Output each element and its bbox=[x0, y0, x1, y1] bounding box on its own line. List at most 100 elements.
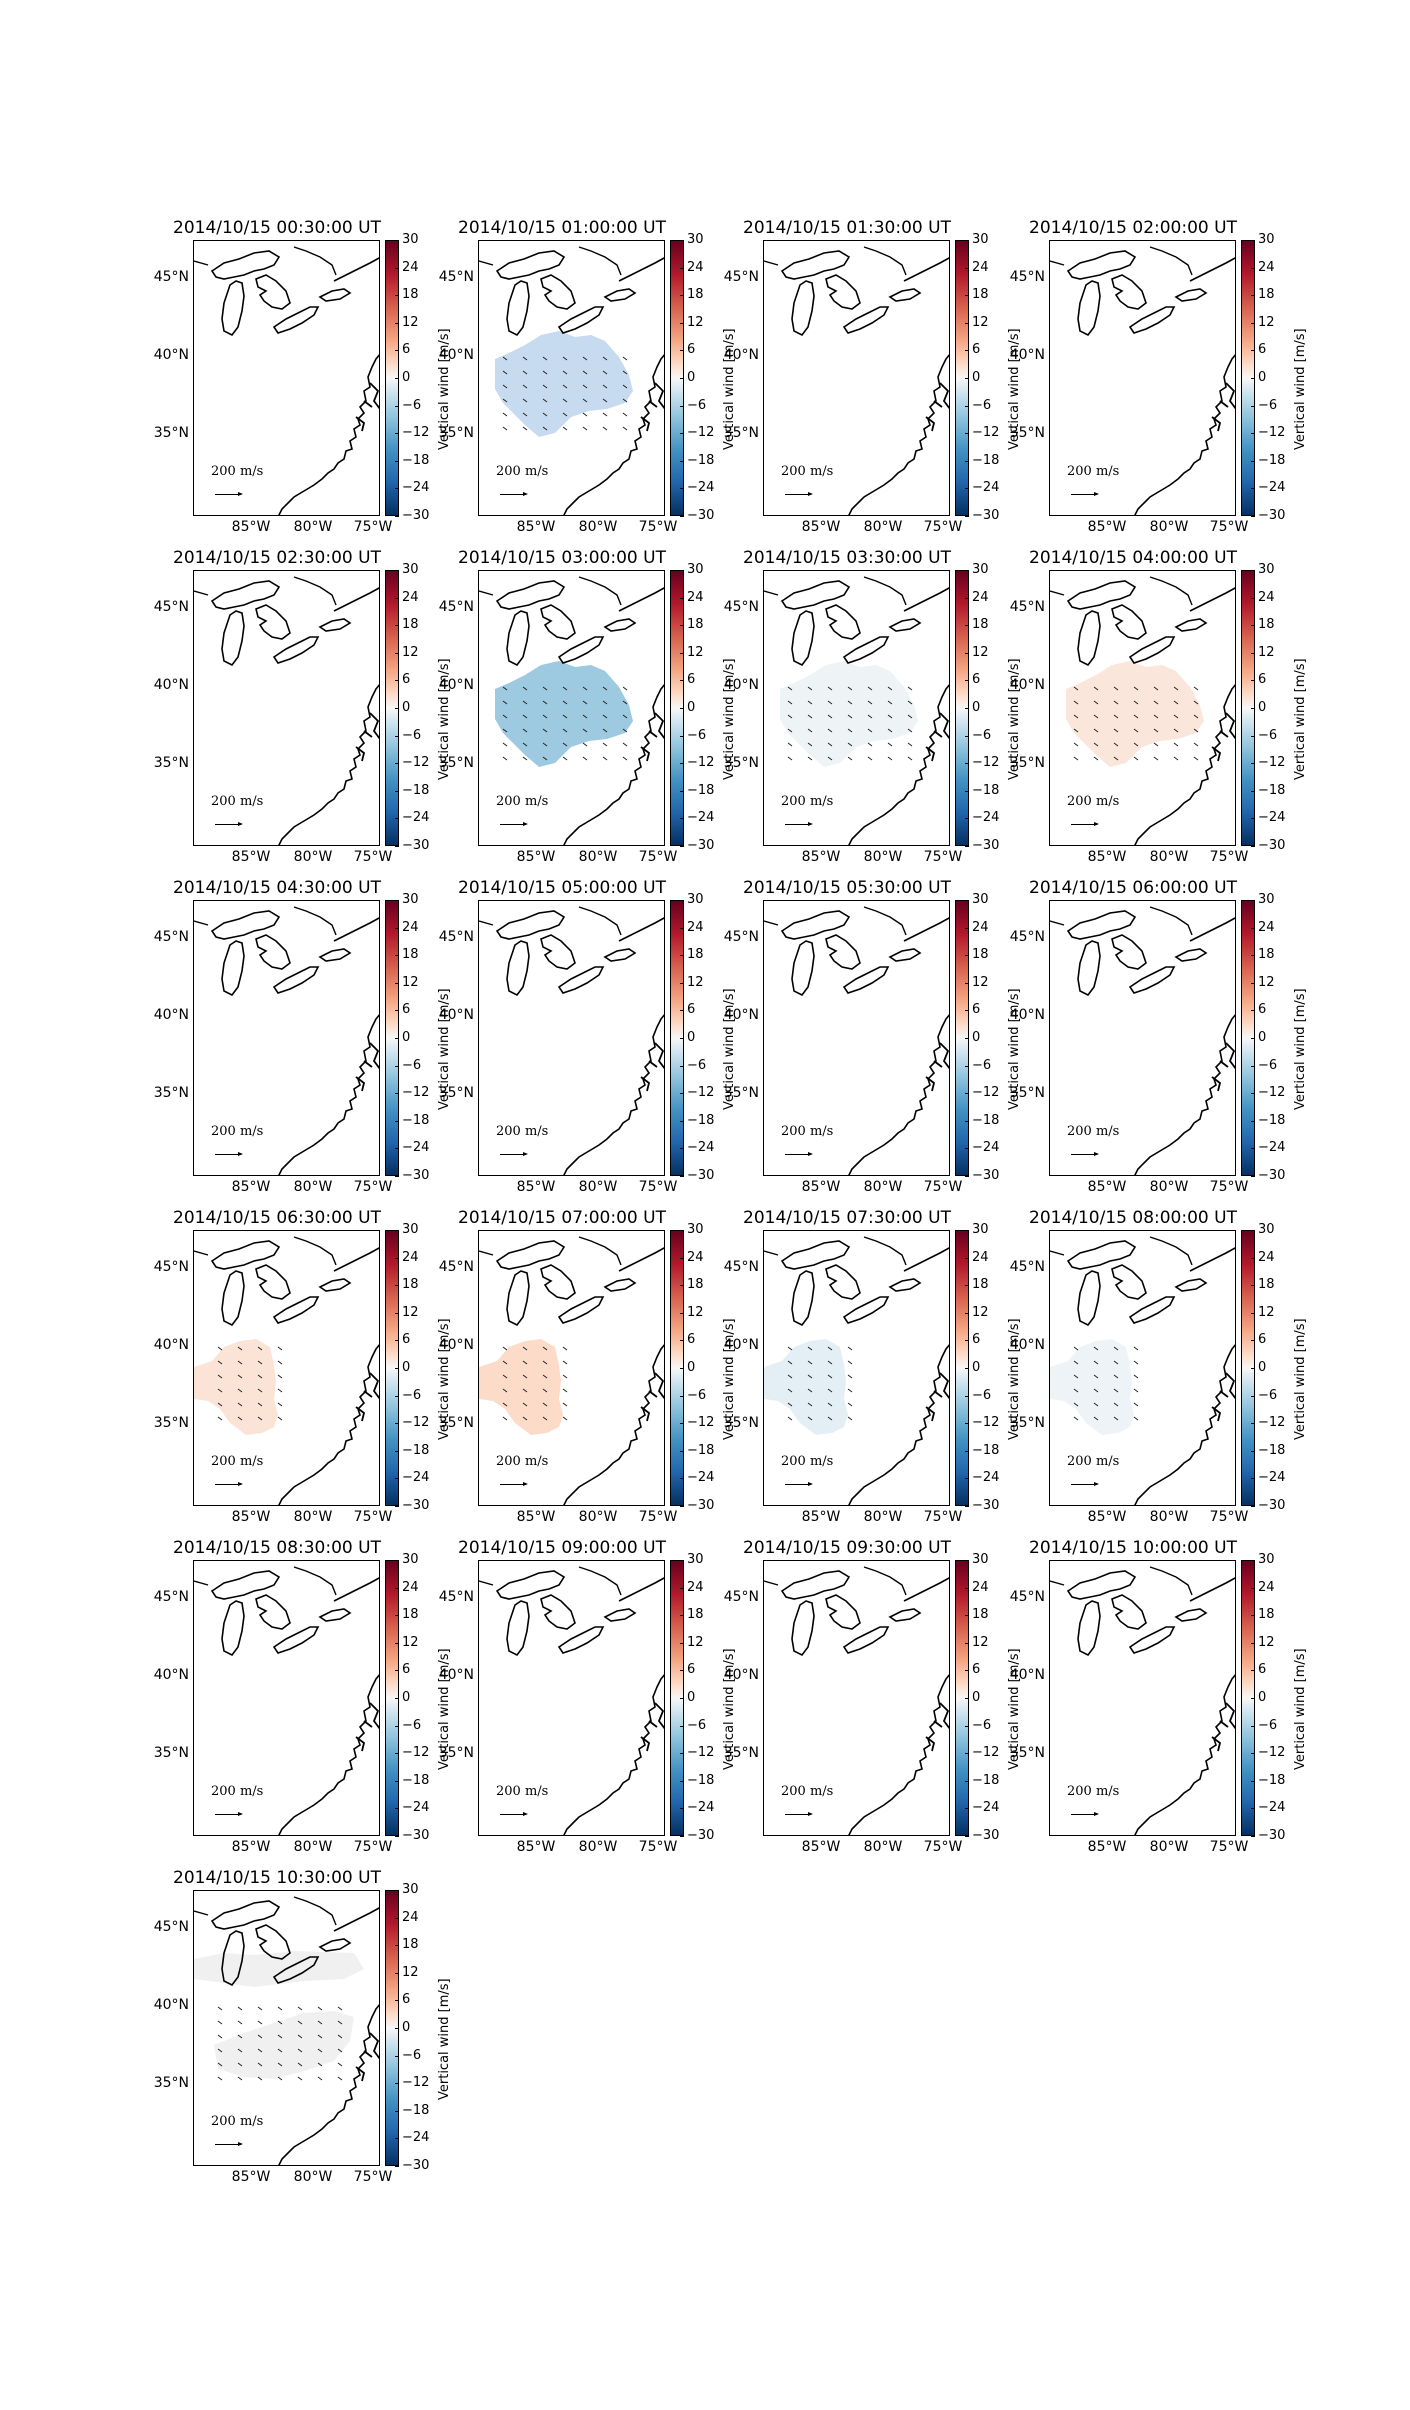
lake-outline bbox=[1128, 1296, 1176, 1324]
wind-vector bbox=[317, 2020, 323, 2025]
border-line bbox=[194, 1896, 337, 1926]
lake-outline bbox=[333, 587, 379, 612]
lake-outline bbox=[210, 1570, 281, 1600]
longitude-label: 85°W bbox=[801, 1179, 841, 1195]
colorbar-tickmark bbox=[680, 405, 684, 407]
wind-vector bbox=[502, 1388, 508, 1393]
longitude-label: 85°W bbox=[516, 1839, 556, 1855]
wind-vector bbox=[317, 2048, 323, 2053]
longitude-label: 75°W bbox=[638, 849, 678, 865]
wind-vector bbox=[317, 2062, 323, 2067]
wind-vector bbox=[1133, 742, 1139, 747]
colorbar-tick-label: 24 bbox=[1258, 919, 1275, 935]
lake-outline bbox=[333, 1577, 379, 1602]
lake-outline bbox=[333, 1907, 379, 1932]
colorbar-tick-label: −12 bbox=[1258, 1085, 1286, 1101]
colorbar-tick-label: −18 bbox=[1258, 1772, 1286, 1788]
border-line bbox=[764, 576, 907, 606]
colorbar-tickmark bbox=[965, 433, 969, 435]
colorbar-tick-label: −24 bbox=[402, 1140, 430, 1156]
wind-vector bbox=[907, 728, 913, 733]
colorbar-tickmark bbox=[680, 267, 684, 269]
colorbar-tick-label: −18 bbox=[972, 782, 1000, 798]
lake-outline bbox=[1111, 274, 1147, 310]
colorbar-tickmark bbox=[1251, 1010, 1255, 1012]
longitude-label: 75°W bbox=[923, 519, 963, 535]
wind-vector bbox=[1153, 700, 1159, 705]
latitude-label: 35°N bbox=[438, 425, 474, 441]
latitude-label: 45°N bbox=[438, 1259, 474, 1275]
colorbar-tick-label: −6 bbox=[972, 1387, 992, 1403]
wind-vector bbox=[1113, 1346, 1119, 1351]
wind-vector bbox=[1133, 686, 1139, 691]
longitude-label: 80°W bbox=[293, 519, 333, 535]
colorbar-tickmark bbox=[965, 680, 969, 682]
wind-vector bbox=[522, 742, 528, 747]
colorbar-tickmark bbox=[395, 1972, 399, 1974]
wind-vector bbox=[562, 742, 568, 747]
colorbar-tickmark bbox=[395, 597, 399, 599]
wind-vector bbox=[542, 426, 548, 431]
coastline bbox=[848, 1674, 949, 1835]
colorbar-tick-label: 6 bbox=[687, 342, 696, 358]
colorbar-tick-label: −18 bbox=[402, 1112, 430, 1128]
wind-vector bbox=[522, 700, 528, 705]
colorbar-tickmark bbox=[680, 927, 684, 929]
wind-vector bbox=[867, 686, 873, 691]
wind-vector bbox=[502, 412, 508, 417]
colorbar-tickmark bbox=[1251, 846, 1255, 847]
coastline bbox=[563, 354, 664, 515]
colorbar-tick-label: −12 bbox=[402, 1415, 430, 1431]
colorbar-tick-label: 24 bbox=[687, 589, 704, 605]
lake-outline bbox=[318, 618, 352, 632]
colorbar-tick-label: 24 bbox=[402, 919, 419, 935]
colorbar-tickmark bbox=[395, 625, 399, 627]
scale-arrow bbox=[785, 1152, 813, 1156]
colorbar-tickmark bbox=[680, 516, 684, 517]
lake-outline bbox=[272, 1296, 320, 1324]
wind-vector bbox=[1073, 1416, 1079, 1421]
colorbar-tick-label: −18 bbox=[687, 1442, 715, 1458]
colorbar-tick-label: −30 bbox=[687, 508, 715, 523]
wind-vector bbox=[1113, 728, 1119, 733]
map-area bbox=[193, 1230, 380, 1506]
colorbar-tick-label: 6 bbox=[972, 672, 981, 688]
colorbar-tick-label: 6 bbox=[1258, 342, 1267, 358]
coastline-detail bbox=[925, 1372, 949, 1422]
colorbar-tickmark bbox=[680, 1615, 684, 1617]
colorbar-tick-label: −24 bbox=[1258, 810, 1286, 826]
lake-outline bbox=[1174, 1608, 1208, 1622]
lake-outline bbox=[506, 940, 530, 997]
colorbar-tickmark bbox=[965, 1698, 969, 1699]
colorbar-tick-label: −30 bbox=[402, 1828, 430, 1843]
colorbar-tick-label: −30 bbox=[972, 508, 1000, 523]
colorbar-tick-label: −12 bbox=[402, 2075, 430, 2091]
wind-vector bbox=[542, 1374, 548, 1379]
wind-vector bbox=[217, 2062, 223, 2067]
colorbar-tick-label: −30 bbox=[402, 1498, 430, 1513]
lake-outline bbox=[506, 280, 530, 337]
border-line bbox=[764, 1566, 907, 1596]
colorbar-tick-label: 30 bbox=[402, 1882, 419, 1897]
colorbar-tickmark bbox=[395, 1836, 399, 1837]
wind-vector bbox=[827, 1346, 833, 1351]
wind-vector bbox=[1093, 728, 1099, 733]
wind-vector bbox=[887, 714, 893, 719]
wind-vector bbox=[337, 2048, 343, 2053]
scale-label: 200 m/s bbox=[496, 1784, 549, 1799]
colorbar-tick-label: 12 bbox=[687, 1304, 704, 1320]
colorbar-tickmark bbox=[680, 1836, 684, 1837]
colorbar-tick-label: 24 bbox=[402, 1579, 419, 1595]
colorbar-tickmark bbox=[395, 1560, 399, 1561]
lake-outline bbox=[210, 250, 281, 280]
coastline-detail bbox=[1211, 1372, 1235, 1422]
colorbar-tick-label: −24 bbox=[402, 810, 430, 826]
border-line bbox=[194, 906, 337, 936]
panel-title: 2014/10/15 02:30:00 UT bbox=[173, 548, 381, 568]
colorbar-tick-label: 6 bbox=[972, 1662, 981, 1678]
map-area bbox=[193, 570, 380, 846]
latitude-label: 35°N bbox=[723, 1085, 759, 1101]
colorbar-tick-label: −18 bbox=[687, 782, 715, 798]
colorbar-tickmark bbox=[680, 1368, 684, 1369]
colorbar-tickmark bbox=[1251, 927, 1255, 929]
